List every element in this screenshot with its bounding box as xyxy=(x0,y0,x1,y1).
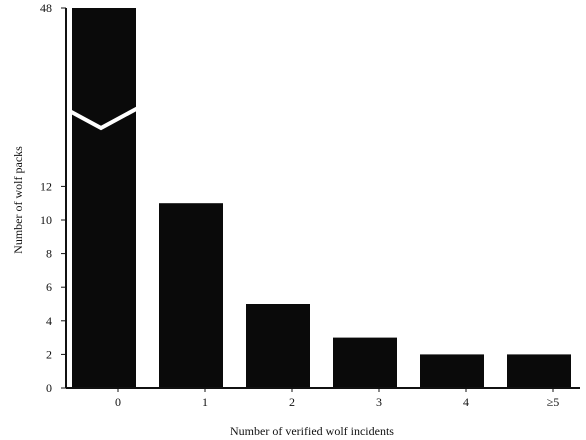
x-tick-label-3: 3 xyxy=(376,395,382,409)
axis-break-mark xyxy=(63,106,139,131)
y-tick-label-4: 8 xyxy=(46,247,52,261)
y-tick-label-6: 12 xyxy=(40,179,52,193)
x-axis-title: Number of verified wolf incidents xyxy=(230,424,394,438)
x-tick-label-0: 0 xyxy=(115,395,121,409)
y-tick-label-0: 0 xyxy=(46,381,52,395)
y-ticks-group: 0 2 4 6 8 10 12 48 xyxy=(40,1,66,395)
x-tick-label-4: 4 xyxy=(463,395,469,409)
bar-2 xyxy=(246,304,310,388)
x-tick-label-2: 2 xyxy=(289,395,295,409)
x-ticks-group: 0 1 2 3 4 ≥5 xyxy=(115,388,559,409)
bar-1 xyxy=(159,203,223,388)
bar-5 xyxy=(507,354,571,388)
bars-group xyxy=(72,8,571,388)
axis-break-group xyxy=(63,106,139,131)
y-tick-label-1: 2 xyxy=(46,347,52,361)
y-axis-title: Number of wolf packs xyxy=(11,146,25,254)
axes-group xyxy=(65,8,580,389)
x-tick-label-5: ≥5 xyxy=(547,395,560,409)
bar-3 xyxy=(333,337,397,388)
x-tick-label-1: 1 xyxy=(202,395,208,409)
bar-4 xyxy=(420,354,484,388)
y-tick-label-7: 48 xyxy=(40,1,52,15)
y-tick-label-3: 6 xyxy=(46,280,52,294)
y-tick-label-2: 4 xyxy=(46,314,52,328)
y-tick-label-5: 10 xyxy=(40,213,52,227)
bar-0 xyxy=(72,8,136,388)
